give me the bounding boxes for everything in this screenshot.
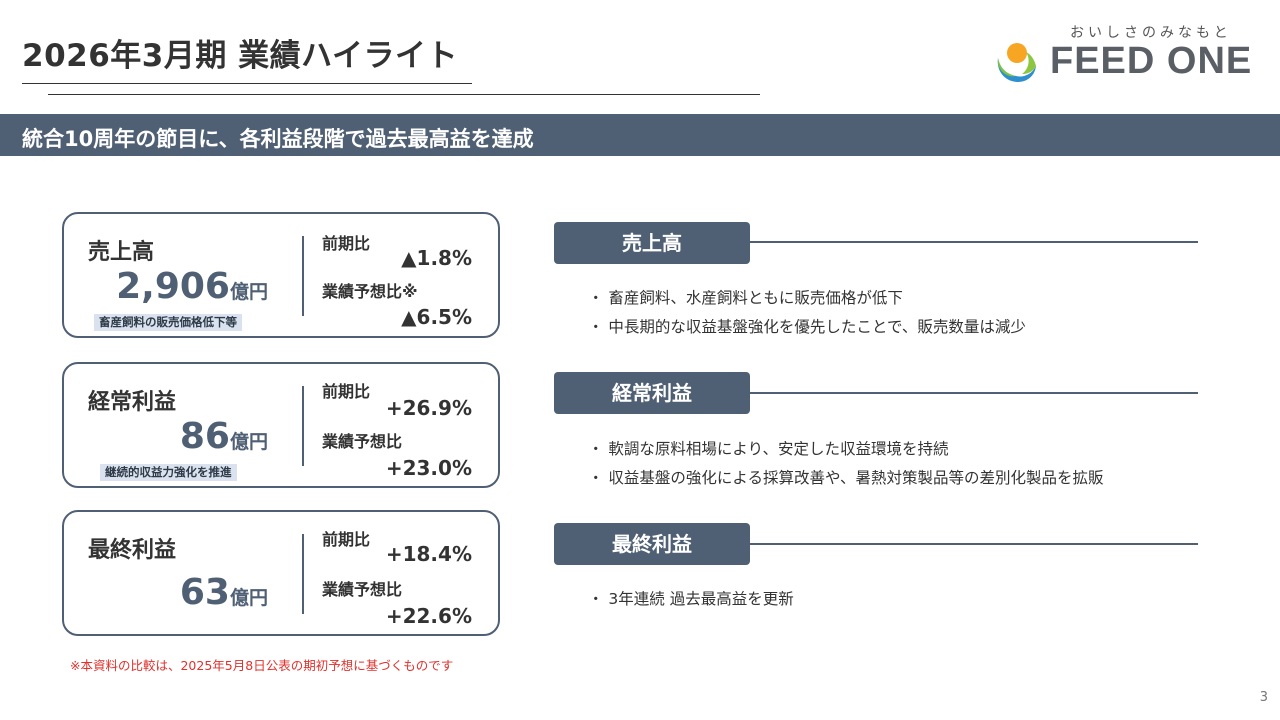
section-heading-sales: 売上高: [554, 222, 750, 264]
section-rule: [750, 392, 1198, 394]
card-divider: [302, 236, 304, 316]
section-rule: [750, 543, 1198, 545]
yoy-value: +26.9%: [385, 396, 472, 420]
forecast-label: 業績予想比※: [322, 282, 418, 301]
metric-value: 86億円: [180, 416, 268, 457]
section-bullet: ・ 軟調な原料相場により、安定した収益環境を持続: [588, 440, 949, 458]
yoy-value: +18.4%: [385, 542, 472, 566]
yoy-value: ▲1.8%: [401, 246, 472, 270]
card-divider: [302, 386, 304, 466]
section-heading-net-profit: 最終利益: [554, 523, 750, 565]
section-bullet: ・ 畜産飼料、水産飼料ともに販売価格が低下: [588, 289, 903, 307]
company-logo: おいしさのみなもと FEED ONE: [992, 22, 1262, 88]
section-bullet: ・ 収益基盤の強化による採算改善や、暑熱対策製品等の差別化製品を拡販: [588, 469, 1104, 487]
footnote: ※本資料の比較は、2025年5月8日公表の期初予想に基づくものです: [70, 658, 454, 673]
metric-label: 経常利益: [88, 390, 177, 415]
yoy-label: 前期比: [322, 234, 371, 253]
metric-card-ordinary-profit: 経常利益 86億円 継続的収益力強化を推進 前期比 +26.9% 業績予想比 +…: [62, 362, 500, 488]
metric-label: 売上高: [88, 240, 155, 265]
forecast-label: 業績予想比: [322, 580, 403, 599]
section-bullet: ・ 中長期的な収益基盤強化を優先したことで、販売数量は減少: [588, 318, 1026, 336]
yoy-label: 前期比: [322, 530, 371, 549]
section-bullet: ・ 3年連続 過去最高益を更新: [588, 590, 794, 608]
section-rule: [750, 241, 1198, 243]
metric-card-sales: 売上高 2,906億円 畜産飼料の販売価格低下等 前期比 ▲1.8% 業績予想比…: [62, 212, 500, 338]
logo-wordmark: FEED ONE: [1050, 40, 1253, 82]
forecast-value: +22.6%: [385, 604, 472, 628]
metric-number: 86: [179, 416, 230, 457]
feed-one-logo-icon: [997, 43, 1036, 82]
metric-number: 63: [179, 572, 230, 613]
metric-note: 畜産飼料の販売価格低下等: [94, 314, 242, 331]
metric-value: 63億円: [180, 572, 268, 613]
page-number: 3: [1259, 690, 1268, 705]
metric-number: 2,906: [116, 266, 230, 307]
metric-unit: 億円: [229, 587, 268, 609]
metric-label: 最終利益: [88, 538, 177, 563]
forecast-value: +23.0%: [385, 456, 472, 480]
title-underline: [22, 83, 472, 84]
metric-unit: 億円: [229, 281, 268, 303]
card-divider: [302, 534, 304, 614]
headline-text: 統合10周年の節目に、各利益段階で過去最高益を達成: [22, 127, 534, 151]
logo-tagline: おいしさのみなもと: [1070, 25, 1232, 41]
yoy-label: 前期比: [322, 382, 371, 401]
forecast-value: ▲6.5%: [401, 305, 472, 329]
section-heading-ordinary-profit: 経常利益: [554, 372, 750, 414]
page-title: 2026年3月期 業績ハイライト: [22, 38, 459, 74]
headline-banner: 統合10周年の節目に、各利益段階で過去最高益を達成: [0, 114, 1280, 156]
metric-value: 2,906億円: [116, 266, 268, 307]
forecast-label: 業績予想比: [322, 432, 403, 451]
title-underline-secondary: [48, 94, 760, 95]
metric-note: 継続的収益力強化を推進: [100, 464, 237, 481]
metric-unit: 億円: [229, 431, 268, 453]
metric-card-net-profit: 最終利益 63億円 前期比 +18.4% 業績予想比 +22.6%: [62, 510, 500, 636]
